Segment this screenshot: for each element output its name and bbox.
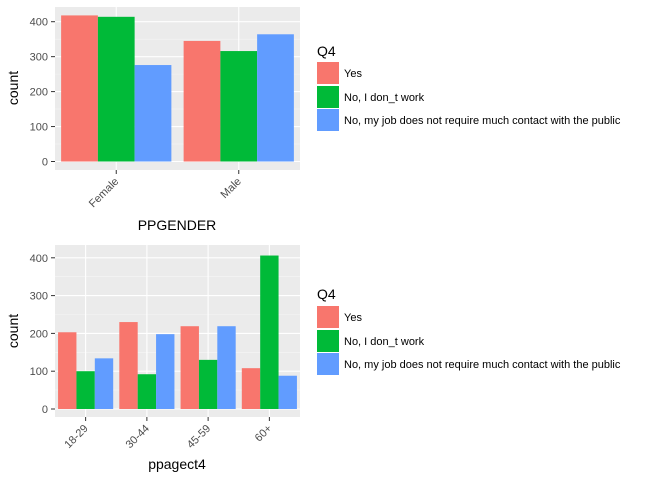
chart-bottom: 0 100 200 300 400 18-29 30-44 45-59 60+ count p… bbox=[5, 245, 621, 472]
legend-label-no-work-bottom: No, I don_t work bbox=[344, 336, 425, 348]
bar-female-series-2 bbox=[97, 16, 135, 162]
bar-3044-series-2 bbox=[137, 374, 157, 409]
bar-male-series-2 bbox=[220, 51, 258, 162]
x-axis-top: Female Male bbox=[87, 170, 244, 210]
bar-60-series-2 bbox=[260, 255, 279, 409]
bar-3044-series-1 bbox=[119, 322, 138, 409]
x-tick-label: 45-59 bbox=[185, 423, 213, 451]
x-tick-label: 60+ bbox=[253, 423, 275, 445]
bar-1829-series-1 bbox=[58, 332, 77, 409]
bar-male-series-3 bbox=[257, 34, 294, 162]
legend-label-no-contact-bottom: No, my job does not require much contact… bbox=[344, 359, 621, 371]
legend-bottom: Q4 Yes No, I don_t work No, my job does … bbox=[317, 286, 621, 375]
y-axis-title-bottom: count bbox=[5, 314, 21, 348]
bar-1829-series-2 bbox=[76, 371, 95, 409]
y-tick-label: 0 bbox=[42, 157, 48, 169]
bar-3044-series-3 bbox=[156, 334, 175, 409]
bar-4559-series-2 bbox=[198, 359, 218, 409]
y-tick-label: 300 bbox=[30, 291, 48, 303]
y-tick-label: 100 bbox=[30, 122, 48, 134]
bar-female-series-3 bbox=[134, 65, 172, 162]
y-tick-label: 400 bbox=[30, 253, 48, 265]
y-axis-bottom: 0 100 200 300 400 bbox=[30, 253, 55, 416]
legend-label-yes-bottom: Yes bbox=[344, 312, 362, 324]
legend-key-yes-bottom bbox=[317, 306, 339, 328]
bars-bottom bbox=[58, 255, 297, 409]
x-tick-label: Female bbox=[87, 176, 121, 210]
legend-key-no-contact-top bbox=[317, 109, 339, 131]
y-tick-label: 400 bbox=[30, 17, 48, 29]
legend-label-yes-top: Yes bbox=[344, 68, 362, 80]
bar-1829-series-3 bbox=[94, 358, 114, 409]
y-tick-label: 200 bbox=[30, 87, 48, 99]
y-tick-label: 0 bbox=[42, 404, 48, 416]
bar-female-series-1 bbox=[61, 15, 98, 162]
y-tick-label: 200 bbox=[30, 328, 48, 340]
y-axis-top: 0 100 200 300 400 bbox=[30, 17, 55, 169]
bar-male-series-1 bbox=[183, 40, 221, 162]
x-axis-bottom: 18-29 30-44 45-59 60+ bbox=[62, 417, 274, 451]
y-tick-label: 100 bbox=[30, 366, 48, 378]
legend-key-no-work-bottom bbox=[317, 330, 339, 352]
bar-60-series-1 bbox=[241, 368, 261, 409]
legend-title-bottom: Q4 bbox=[317, 286, 336, 302]
legend-title-top: Q4 bbox=[317, 43, 336, 59]
bar-4559-series-3 bbox=[217, 326, 236, 409]
legend-key-no-contact-bottom bbox=[317, 353, 339, 375]
y-tick-label: 300 bbox=[30, 52, 48, 64]
x-axis-title-bottom: ppagect4 bbox=[148, 456, 206, 472]
y-axis-title-top: count bbox=[5, 71, 21, 105]
legend-top: Q4 Yes No, I don_t work No, my job does … bbox=[317, 43, 621, 131]
x-tick-label: 18-29 bbox=[62, 423, 90, 451]
legend-key-yes-top bbox=[317, 62, 339, 84]
bar-4559-series-1 bbox=[180, 326, 199, 409]
x-tick-label: 30-44 bbox=[124, 423, 152, 451]
bar-60-series-3 bbox=[278, 375, 297, 409]
legend-label-no-contact-top: No, my job does not require much contact… bbox=[344, 115, 621, 127]
legend-key-no-work-top bbox=[317, 86, 339, 108]
legend-label-no-work-top: No, I don_t work bbox=[344, 92, 425, 104]
x-axis-title-top: PPGENDER bbox=[138, 217, 217, 233]
x-tick-label: Male bbox=[219, 176, 244, 201]
bars-top bbox=[61, 15, 294, 162]
